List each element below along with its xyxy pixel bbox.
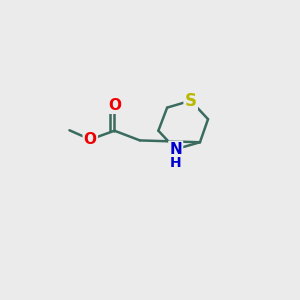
Text: O: O — [108, 98, 121, 113]
Text: S: S — [185, 92, 197, 110]
Text: O: O — [84, 132, 97, 147]
Text: N: N — [169, 142, 182, 157]
Text: H: H — [170, 156, 182, 170]
